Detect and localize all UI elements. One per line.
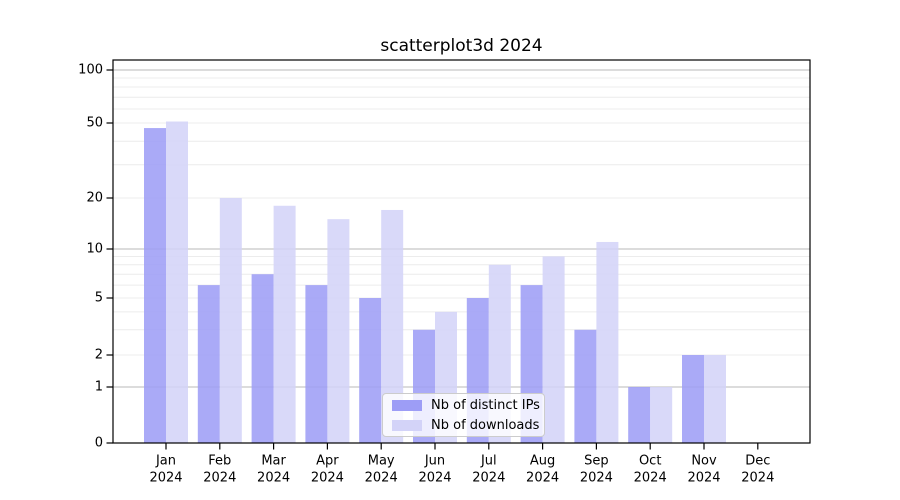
x-tick-label-year-may: 2024 [365,471,398,486]
legend-label-downloads: Nb of downloads [431,417,540,433]
bar-distinct-ips-mar [251,274,274,443]
x-tick-label-month-apr: Apr [316,454,339,469]
bar-downloads-nov [704,355,726,443]
y-tick-label-5: 5 [95,291,103,306]
bar-distinct-ips-oct [628,387,651,443]
x-tick-label-year-sep: 2024 [580,471,613,486]
x-tick-label-month-jan: Jan [155,454,176,469]
chart-title: scatterplot3d 2024 [380,36,543,56]
y-tick-label-1: 1 [95,380,103,395]
y-tick-label-10: 10 [86,242,103,257]
bar-downloads-sep [596,241,619,443]
bar-downloads-apr [327,219,350,443]
legend-swatch-downloads [392,419,422,431]
x-tick-label-month-may: May [368,454,395,469]
x-tick-label-year-jul: 2024 [472,471,505,486]
x-tick-label-year-mar: 2024 [257,471,290,486]
x-tick-label-year-aug: 2024 [526,471,559,486]
plot-border [112,59,811,444]
x-tick-label-month-feb: Feb [208,454,231,469]
bar-downloads-may [381,209,404,443]
y-tick-label-20: 20 [86,191,103,206]
bar-distinct-ips-feb [197,285,220,443]
x-tick-label-year-oct: 2024 [634,471,667,486]
bar-downloads-feb [219,198,242,443]
bar-distinct-ips-nov [682,355,704,443]
bar-downloads-oct [650,387,673,443]
bar-distinct-ips-sep [574,329,597,443]
x-tick-label-year-feb: 2024 [203,471,236,486]
legend-item-distinct-ips: Nb of distinct IPs [383,396,544,414]
y-tick-label-0: 0 [95,436,103,451]
legend-label-distinct-ips: Nb of distinct IPs [431,397,540,413]
x-tick-label-month-nov: Nov [691,454,717,469]
bar-distinct-ips-may [359,298,382,443]
bar-distinct-ips-apr [305,285,328,443]
bar-downloads-mar [273,205,296,443]
x-tick-label-month-sep: Sep [584,454,609,469]
bar-distinct-ips-jan [144,128,166,443]
legend-swatch-distinct-ips [392,399,422,411]
y-tick-label-50: 50 [86,116,103,131]
x-tick-label-year-apr: 2024 [311,471,344,486]
x-tick-label-year-dec: 2024 [741,471,774,486]
x-tick-label-month-aug: Aug [530,454,555,469]
legend: Nb of distinct IPs Nb of downloads [382,393,545,437]
x-tick-label-month-dec: Dec [745,454,770,469]
bar-downloads-jan [166,121,188,443]
x-tick-label-year-jan: 2024 [149,471,182,486]
y-tick-label-2: 2 [95,348,103,363]
y-tick-label-100: 100 [78,63,103,78]
legend-item-downloads: Nb of downloads [383,416,544,434]
x-tick-label-month-jun: Jun [424,454,445,469]
x-tick-label-year-nov: 2024 [687,471,720,486]
x-tick-label-month-oct: Oct [639,454,661,469]
x-tick-label-year-jun: 2024 [418,471,451,486]
x-tick-label-month-mar: Mar [261,454,286,469]
x-tick-label-month-jul: Jul [480,454,497,469]
bar-downloads-aug [542,256,565,443]
